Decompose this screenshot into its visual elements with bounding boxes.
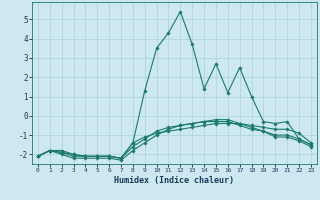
X-axis label: Humidex (Indice chaleur): Humidex (Indice chaleur) (115, 176, 234, 185)
